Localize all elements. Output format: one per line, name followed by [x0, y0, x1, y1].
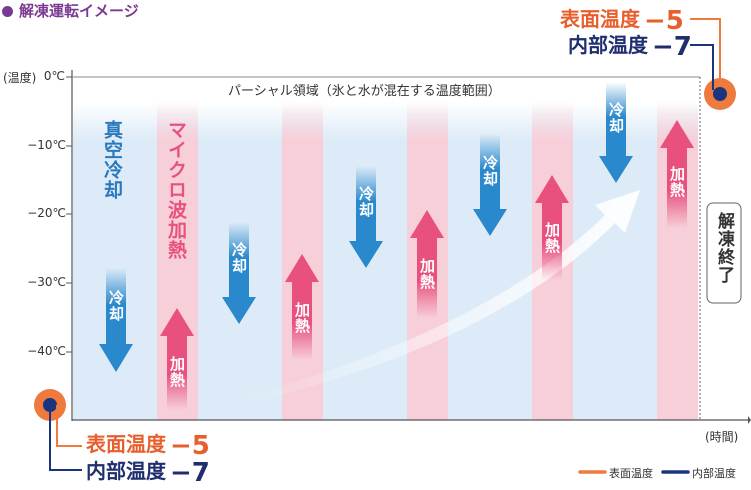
cool-arrow [222, 222, 256, 324]
y-tick-label: −20℃ [27, 206, 66, 220]
heat-arrow [535, 175, 569, 280]
y-tick-label: 0℃ [43, 69, 65, 83]
y-tick-label: −10℃ [27, 138, 66, 152]
start-inner-temp: 内部温度 −7 [86, 460, 210, 486]
cool-arrow-label: 冷却 [230, 242, 248, 274]
end-surface-temp: 表面温度 −5 [560, 8, 684, 34]
vacuum-cooling-label: 真空冷却 [101, 120, 123, 200]
end-inner-temp: 内部温度 −7 [568, 34, 692, 60]
cool-arrow-label: 冷却 [481, 155, 499, 187]
end-surface-label: 表面温度 [560, 7, 640, 31]
microwave-heating-label: マイクロ波加熱 [165, 120, 187, 260]
thaw-complete-box [706, 202, 742, 304]
heat-arrow-label: 加熱 [668, 166, 686, 198]
y-tick-label: −40℃ [27, 344, 66, 358]
heat-arrow [160, 308, 194, 410]
heat-arrow-label: 加熱 [543, 222, 561, 254]
legend-inner: 内部温度 [692, 467, 736, 480]
cool-arrow [99, 268, 133, 372]
end-surface-value: −5 [644, 6, 684, 36]
section-title: 解凍運転イメージ [2, 0, 139, 21]
start-inner-label: 内部温度 [86, 459, 166, 483]
section-title-text: 解凍運転イメージ [19, 2, 139, 20]
cool-arrow [473, 134, 507, 236]
end-marker [690, 18, 736, 110]
start-surface-temp: 表面温度 −5 [86, 433, 210, 459]
legend-surface: 表面温度 [609, 467, 653, 480]
cool-arrow-label: 冷却 [107, 290, 125, 322]
thaw-complete-label: 解凍終了 [714, 212, 734, 284]
partial-zone-label: パーシャル領域（氷と水が混在する温度範囲） [228, 84, 501, 99]
bullet-icon [2, 6, 13, 17]
x-axis-unit: (時間) [705, 430, 739, 444]
cool-arrow-label: 冷却 [607, 102, 625, 134]
cool-arrow [599, 82, 633, 183]
heat-arrow-label: 加熱 [418, 258, 436, 290]
y-tick-label: −30℃ [27, 275, 66, 289]
cool-arrow-label: 冷却 [357, 186, 375, 218]
heat-arrow [660, 120, 694, 228]
y-axis-unit: (温度) [3, 71, 37, 85]
end-inner-value: −7 [652, 32, 692, 62]
heat-arrow [410, 210, 444, 318]
start-marker [34, 389, 82, 471]
end-inner-label: 内部温度 [568, 33, 648, 57]
cool-arrow [349, 166, 383, 268]
heat-arrow-label: 加熱 [293, 302, 311, 334]
start-surface-label: 表面温度 [86, 432, 166, 456]
heat-arrow-label: 加熱 [168, 356, 186, 388]
heat-arrow [285, 254, 319, 360]
start-surface-value: −5 [170, 431, 210, 461]
start-inner-value: −7 [170, 458, 210, 488]
